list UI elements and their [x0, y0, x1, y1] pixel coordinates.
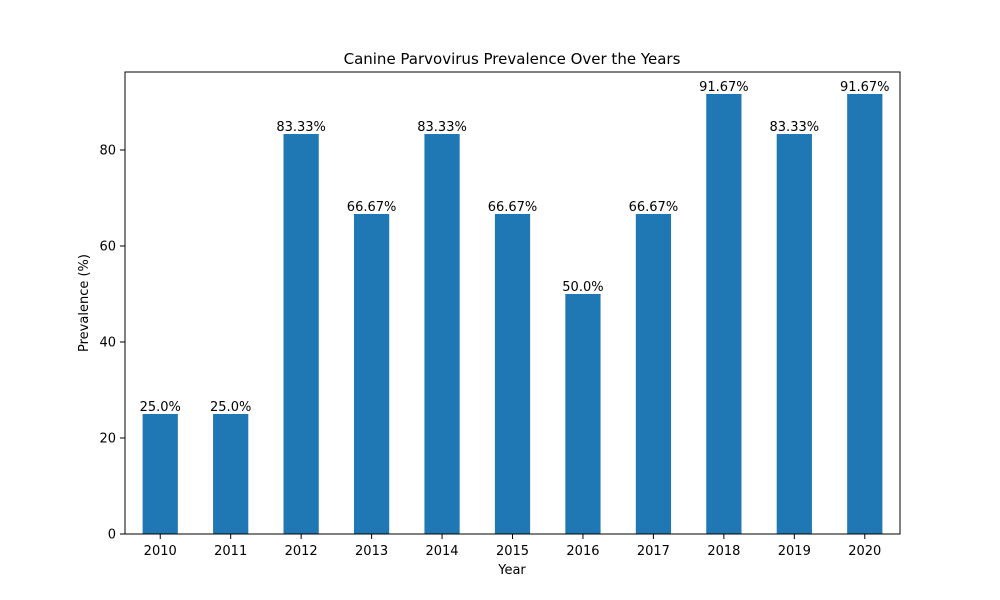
data-label-2020: 91.67%	[840, 80, 890, 95]
bar-2013	[353, 213, 390, 535]
x-tick-label-2013: 2013	[355, 544, 388, 559]
y-tick-label-20: 20	[99, 432, 116, 447]
data-label-2015: 66.67%	[488, 200, 538, 215]
plot-area: 25.0% 25.0% 83.33% 66.67% 83.33% 66.67% 50.0% 6…	[99, 71, 901, 559]
x-axis-label: Year	[497, 563, 526, 578]
data-label-2011: 25.0%	[210, 400, 251, 415]
x-tick-label-2011: 2011	[214, 544, 247, 559]
x-tick-label-2017: 2017	[637, 544, 670, 559]
bar-2011	[213, 414, 249, 534]
y-tick-label-0: 0	[108, 528, 116, 543]
data-label-2012: 83.33%	[276, 120, 326, 135]
data-label-2010: 25.0%	[140, 400, 181, 415]
y-tick-label-60: 60	[99, 240, 116, 255]
bar-2018	[706, 93, 742, 534]
y-tick-label-80: 80	[99, 144, 116, 159]
x-tick-label-2015: 2015	[496, 544, 529, 559]
y-axis-label: Prevalence (%)	[77, 254, 92, 352]
bar-2017	[635, 213, 672, 535]
bar-2016	[565, 294, 601, 534]
x-tick-label-2010: 2010	[144, 544, 177, 559]
data-label-2016: 50.0%	[562, 280, 603, 295]
x-tick-label-2018: 2018	[707, 544, 740, 559]
x-tick-label-2014: 2014	[425, 544, 458, 559]
y-tick-label-40: 40	[99, 336, 116, 351]
x-tick-label-2016: 2016	[566, 544, 599, 559]
x-tick-label-2019: 2019	[778, 544, 811, 559]
chart-title: Canine Parvovirus Prevalence Over the Ye…	[344, 50, 681, 68]
data-label-2013: 66.67%	[347, 200, 397, 215]
data-label-2017: 66.67%	[629, 200, 679, 215]
bar-2020	[847, 93, 883, 534]
data-label-2018: 91.67%	[699, 80, 749, 95]
data-label-2019: 83.33%	[770, 120, 820, 135]
x-tick-label-2020: 2020	[848, 544, 881, 559]
bar-2012	[283, 134, 319, 534]
bar-2014	[424, 134, 460, 534]
data-label-2014: 83.33%	[417, 120, 467, 135]
x-tick-label-2012: 2012	[285, 544, 318, 559]
bar-2019	[776, 134, 812, 534]
bar-2015	[494, 213, 531, 535]
bar-2010	[142, 414, 178, 534]
